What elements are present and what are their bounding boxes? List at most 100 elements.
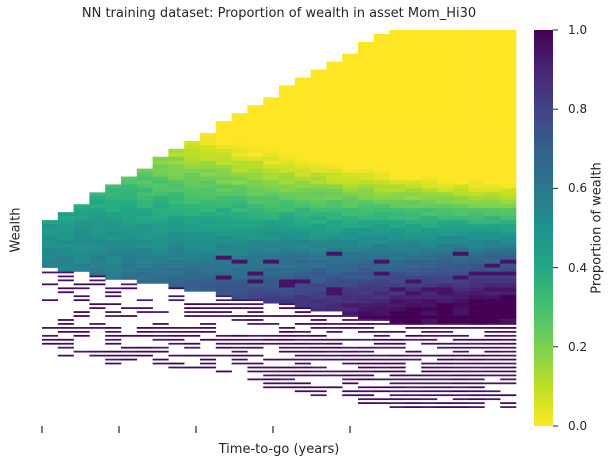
heatmap-cell — [215, 144, 232, 150]
heatmap-cell — [373, 152, 390, 158]
heatmap-cell — [373, 101, 390, 106]
heatmap-cell — [342, 129, 359, 134]
heatmap-cell — [152, 208, 169, 213]
heatmap-cell — [342, 228, 359, 233]
heatmap-cell — [452, 200, 469, 205]
heatmap-cell — [121, 255, 138, 260]
heatmap-cell — [200, 311, 217, 313]
heatmap-cell — [405, 49, 422, 55]
heatmap-cell — [484, 200, 501, 205]
heatmap-cell — [73, 224, 90, 229]
heatmap-cell — [279, 188, 296, 193]
heatmap-cell — [326, 160, 343, 165]
heatmap-cell — [105, 330, 122, 333]
heatmap-cell — [500, 394, 517, 397]
heatmap-cell — [326, 184, 343, 189]
heatmap-cell — [358, 323, 375, 325]
heatmap-cell — [500, 216, 517, 221]
heatmap-cell — [500, 105, 517, 110]
heatmap-cell — [358, 57, 375, 62]
heatmap-cell — [294, 259, 311, 264]
heatmap-cell — [247, 287, 264, 292]
heatmap-cell — [358, 144, 375, 150]
heatmap-cell — [358, 200, 375, 205]
heatmap-cell — [326, 374, 343, 377]
heatmap-cell — [342, 350, 359, 353]
heatmap-cell — [263, 196, 280, 201]
heatmap-cell — [152, 196, 169, 201]
heatmap-cell — [452, 85, 469, 90]
heatmap-cell — [263, 291, 280, 296]
heatmap-cell — [342, 144, 359, 150]
heatmap-cell — [279, 243, 296, 249]
heatmap-cell — [215, 334, 232, 337]
heatmap-cell — [247, 362, 264, 365]
heatmap-cell — [373, 334, 390, 337]
heatmap-cell — [373, 53, 390, 59]
heatmap-cell — [263, 271, 280, 276]
heatmap-cell — [168, 224, 185, 229]
heatmap-cell — [136, 279, 153, 284]
heatmap-cell — [184, 231, 201, 237]
heatmap-cell — [437, 57, 454, 62]
heatmap-cell — [42, 263, 59, 268]
heatmap-cell — [500, 136, 517, 142]
heatmap-cell — [452, 136, 469, 142]
heatmap-cell — [437, 168, 454, 173]
heatmap-cell — [310, 132, 327, 138]
heatmap-cell — [200, 283, 217, 288]
heatmap-cell — [326, 136, 343, 142]
heatmap-cell — [358, 81, 375, 86]
heatmap-cell — [279, 287, 296, 292]
heatmap-cell — [500, 247, 517, 253]
heatmap-cell — [405, 358, 422, 361]
heatmap-cell — [294, 192, 311, 197]
heatmap-cell — [152, 271, 169, 276]
heatmap-cell — [89, 267, 106, 272]
heatmap-cell — [73, 231, 90, 237]
heatmap-cell — [342, 105, 359, 110]
heatmap-cell — [405, 402, 422, 405]
heatmap-cell — [247, 212, 264, 217]
heatmap-cell — [437, 109, 454, 114]
heatmap-cell — [121, 231, 138, 237]
heatmap-cell — [279, 247, 296, 253]
heatmap-cell — [121, 216, 138, 221]
heatmap-cell — [405, 295, 422, 300]
heatmap-cell — [468, 109, 485, 114]
heatmap-cell — [200, 275, 217, 280]
heatmap-cell — [421, 140, 438, 146]
heatmap-cell — [500, 283, 517, 288]
heatmap-cell — [263, 105, 280, 110]
heatmap-cell — [136, 168, 153, 173]
heatmap-cell — [405, 220, 422, 225]
heatmap-cell — [326, 212, 343, 217]
heatmap-cell — [247, 291, 264, 296]
heatmap-cell — [105, 192, 122, 197]
heatmap-cell — [263, 168, 280, 173]
heatmap-cell — [500, 378, 517, 381]
heatmap-cell — [326, 109, 343, 114]
heatmap-cell — [89, 212, 106, 217]
heatmap-cell — [358, 69, 375, 74]
heatmap-cell — [452, 57, 469, 62]
heatmap-cell — [310, 374, 327, 377]
heatmap-cell — [89, 323, 106, 325]
heatmap-cell — [89, 228, 106, 233]
heatmap-cell — [389, 224, 406, 229]
heatmap-cell — [310, 243, 327, 249]
heatmap-cell — [215, 125, 232, 130]
heatmap-cell — [89, 279, 106, 282]
heatmap-cell — [294, 176, 311, 181]
heatmap-cell — [500, 350, 517, 353]
heatmap-cell — [279, 231, 296, 237]
heatmap-cell — [421, 255, 438, 260]
heatmap-cell — [389, 196, 406, 201]
heatmap-cell — [437, 132, 454, 138]
heatmap-cell — [105, 228, 122, 233]
heatmap-cell — [105, 259, 122, 264]
heatmap-cell — [231, 180, 248, 185]
heatmap-cell — [468, 168, 485, 173]
heatmap-cell — [105, 358, 122, 361]
heatmap-cell — [247, 208, 264, 213]
